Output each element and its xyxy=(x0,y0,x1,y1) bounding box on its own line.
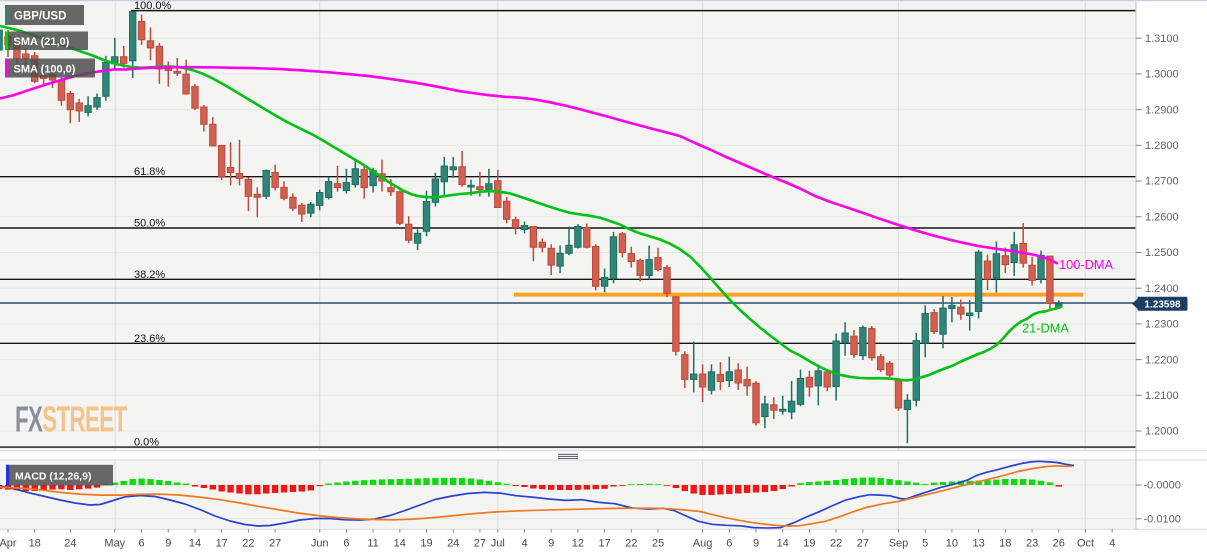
svg-text:Jul: Jul xyxy=(491,538,505,550)
svg-text:50.0%: 50.0% xyxy=(134,218,165,230)
svg-text:27: 27 xyxy=(857,538,869,550)
svg-text:38.2%: 38.2% xyxy=(134,269,165,281)
svg-text:22: 22 xyxy=(242,538,254,550)
svg-text:1.23598: 1.23598 xyxy=(1144,300,1181,311)
svg-text:MACD (12,26,9): MACD (12,26,9) xyxy=(15,470,91,482)
svg-text:1.2800: 1.2800 xyxy=(1145,140,1179,152)
svg-text:19: 19 xyxy=(803,538,815,550)
svg-text:22: 22 xyxy=(830,538,842,550)
svg-text:May: May xyxy=(104,538,125,550)
svg-text:1.3000: 1.3000 xyxy=(1145,69,1179,81)
svg-text:-0.0000: -0.0000 xyxy=(1144,480,1181,492)
svg-text:4: 4 xyxy=(1109,538,1115,550)
svg-text:18: 18 xyxy=(29,538,41,550)
svg-text:23: 23 xyxy=(1026,538,1038,550)
svg-text:23.6%: 23.6% xyxy=(134,333,165,345)
svg-text:0.0%: 0.0% xyxy=(134,437,159,449)
svg-text:-0.0100: -0.0100 xyxy=(1144,514,1181,526)
svg-text:14: 14 xyxy=(394,538,406,550)
svg-text:25: 25 xyxy=(652,538,664,550)
svg-text:Oct: Oct xyxy=(1077,538,1094,550)
svg-text:100.0%: 100.0% xyxy=(134,0,172,12)
svg-text:17: 17 xyxy=(216,538,228,550)
svg-text:SMA (100,0): SMA (100,0) xyxy=(14,64,76,76)
svg-text:61.8%: 61.8% xyxy=(134,166,165,178)
svg-text:12: 12 xyxy=(572,538,584,550)
svg-text:14: 14 xyxy=(189,538,201,550)
svg-text:11: 11 xyxy=(367,538,378,550)
svg-text:27: 27 xyxy=(474,538,486,550)
svg-text:1.2500: 1.2500 xyxy=(1145,247,1179,259)
svg-text:14: 14 xyxy=(777,538,789,550)
svg-text:1.2300: 1.2300 xyxy=(1145,319,1179,331)
svg-text:22: 22 xyxy=(625,538,637,550)
svg-text:17: 17 xyxy=(598,538,610,550)
svg-text:18: 18 xyxy=(999,538,1011,550)
svg-text:1.2700: 1.2700 xyxy=(1145,176,1179,188)
svg-text:9: 9 xyxy=(753,538,759,550)
svg-text:10: 10 xyxy=(946,538,958,550)
svg-text:26: 26 xyxy=(1053,538,1065,550)
svg-text:4: 4 xyxy=(521,538,527,550)
svg-text:Sep: Sep xyxy=(889,538,909,550)
svg-text:100-DMA: 100-DMA xyxy=(1059,257,1114,272)
svg-text:9: 9 xyxy=(165,538,171,550)
svg-text:21-DMA: 21-DMA xyxy=(1022,321,1069,336)
svg-text:6: 6 xyxy=(139,538,145,550)
svg-text:27: 27 xyxy=(269,538,281,550)
svg-text:6: 6 xyxy=(343,538,349,550)
svg-text:9: 9 xyxy=(548,538,554,550)
svg-text:Aug: Aug xyxy=(693,538,713,550)
svg-text:SMA (21,0): SMA (21,0) xyxy=(14,36,70,48)
svg-text:1.2600: 1.2600 xyxy=(1145,211,1179,223)
svg-text:5: 5 xyxy=(922,538,928,550)
svg-text:19: 19 xyxy=(420,538,432,550)
svg-text:GBP/USD: GBP/USD xyxy=(14,11,66,23)
svg-text:6: 6 xyxy=(726,538,732,550)
svg-text:1.2000: 1.2000 xyxy=(1145,426,1179,438)
svg-text:FXSTREET: FXSTREET xyxy=(15,400,127,440)
svg-text:Jun: Jun xyxy=(311,538,329,550)
svg-text:1.3100: 1.3100 xyxy=(1145,33,1179,45)
svg-text:13: 13 xyxy=(972,538,984,550)
svg-text:24: 24 xyxy=(64,538,76,550)
svg-text:1.2900: 1.2900 xyxy=(1145,104,1179,116)
svg-text:1.2200: 1.2200 xyxy=(1145,354,1179,366)
svg-text:1.2400: 1.2400 xyxy=(1145,283,1179,295)
svg-text:Apr: Apr xyxy=(0,538,17,550)
svg-text:1.2100: 1.2100 xyxy=(1145,390,1179,402)
svg-text:24: 24 xyxy=(447,538,459,550)
